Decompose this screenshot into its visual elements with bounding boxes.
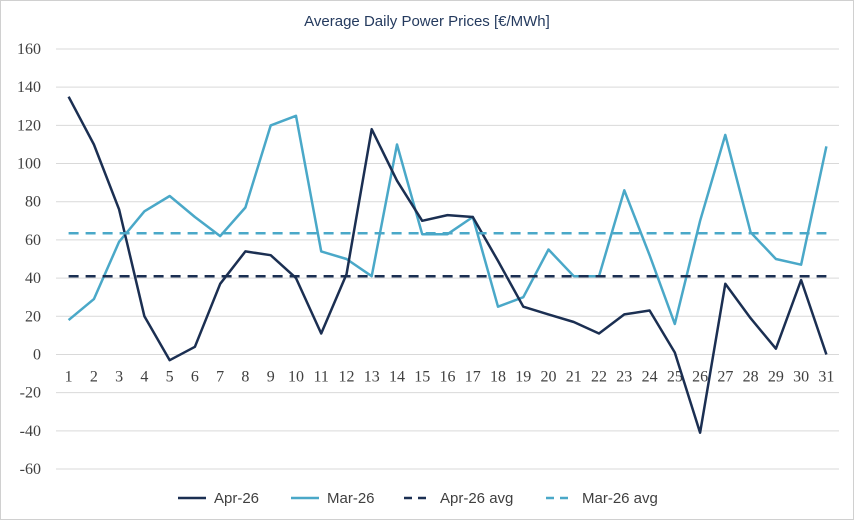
- x-tick-label: 29: [768, 368, 784, 385]
- gridlines: [56, 48, 839, 470]
- y-tick-label: 0: [33, 346, 41, 363]
- x-tick-label: 23: [616, 368, 632, 385]
- x-tick-label: 13: [364, 368, 380, 385]
- x-tick-label: 4: [140, 368, 148, 385]
- series-line-mar-26: [67, 114, 828, 326]
- x-tick-label: 31: [818, 368, 834, 385]
- y-tick-label: 140: [17, 79, 41, 96]
- legend-label: Mar-26: [327, 490, 375, 507]
- x-tick-label: 30: [793, 368, 809, 385]
- x-tick-label: 14: [389, 368, 405, 385]
- x-tick-label: 11: [314, 368, 329, 385]
- legend-label: Mar-26 avg: [582, 490, 658, 507]
- x-tick-label: 15: [414, 368, 430, 385]
- x-tick-label: 16: [440, 368, 456, 385]
- legend: Apr-26 Mar-26 Apr-26 avg Mar-26 avg: [178, 490, 658, 507]
- y-tick-label: 160: [17, 41, 41, 58]
- x-tick-label: 22: [591, 368, 607, 385]
- y-tick-label: 60: [25, 232, 41, 249]
- y-tick-label: 40: [25, 270, 41, 287]
- x-tick-label: 27: [717, 368, 733, 385]
- y-tick-label: -60: [20, 461, 41, 478]
- y-tick-label: -20: [20, 385, 41, 402]
- y-axis-ticks: -60 -40 -20 0 20 40 60 80 100 120 140 160: [17, 41, 41, 478]
- x-tick-label: 26: [692, 368, 708, 385]
- x-tick-label: 5: [166, 368, 174, 385]
- y-tick-label: 20: [25, 308, 41, 325]
- legend-label: Apr-26: [214, 490, 259, 507]
- x-axis-ticks: 1 2 3 4 5 6 7 8 9 10 11 12 13 14 15 16 17 18 19 20 21 22 23 24 2…: [65, 368, 835, 385]
- x-tick-label: 21: [566, 368, 582, 385]
- x-tick-label: 20: [541, 368, 557, 385]
- x-tick-label: 12: [338, 368, 354, 385]
- x-tick-label: 19: [515, 368, 531, 385]
- series-line-apr-26: [67, 96, 828, 434]
- x-tick-label: 10: [288, 368, 304, 385]
- y-tick-label: 80: [25, 194, 41, 211]
- x-tick-label: 28: [743, 368, 759, 385]
- series-lines: [67, 96, 828, 434]
- chart-title: Average Daily Power Prices [€/MWh]: [304, 13, 550, 30]
- x-tick-label: 25: [667, 368, 683, 385]
- y-tick-label: 100: [17, 156, 41, 173]
- x-tick-label: 17: [465, 368, 481, 385]
- x-tick-label: 8: [241, 368, 249, 385]
- x-tick-label: 24: [642, 368, 658, 385]
- x-tick-label: 7: [216, 368, 224, 385]
- x-tick-label: 1: [65, 368, 73, 385]
- legend-label: Apr-26 avg: [440, 490, 513, 507]
- x-tick-label: 6: [191, 368, 199, 385]
- y-tick-label: -40: [20, 423, 41, 440]
- x-tick-label: 3: [115, 368, 123, 385]
- x-tick-label: 18: [490, 368, 506, 385]
- y-tick-label: 120: [17, 117, 41, 134]
- x-tick-label: 9: [267, 368, 275, 385]
- x-tick-label: 2: [90, 368, 98, 385]
